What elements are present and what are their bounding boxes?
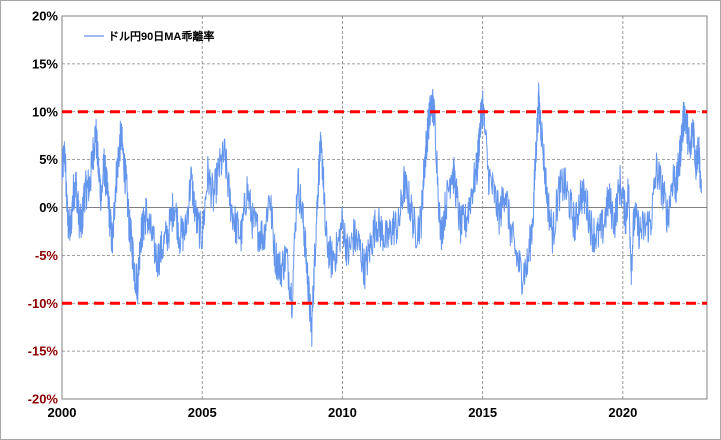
y-tick-label: 15% [32, 56, 58, 71]
y-tick-label: 20% [32, 9, 58, 24]
x-tick-label: 2020 [608, 405, 637, 420]
series-layer [61, 82, 702, 347]
legend: ドル円90日MA乖離率 [84, 29, 214, 43]
y-tick-label: 5% [39, 152, 58, 167]
x-tick-label: 2000 [48, 405, 77, 420]
x-tick-label: 2015 [468, 405, 497, 420]
y-tick-label: -5% [35, 248, 59, 263]
y-tick-label: -20% [28, 392, 59, 407]
y-tick-label: -10% [28, 296, 59, 311]
x-tick-label: 2005 [188, 405, 217, 420]
y-tick-label: -15% [28, 344, 59, 359]
reference-lines [62, 110, 707, 305]
y-tick-label: 0% [39, 200, 58, 215]
legend-label: ドル円90日MA乖離率 [108, 29, 214, 43]
x-tick-label: 2010 [328, 405, 357, 420]
y-tick-label: 10% [32, 104, 58, 119]
axis-layer: 20% 15% 10% 5% 0% -5% -10% -15% -20%2000 2005 2010… [28, 9, 638, 421]
series-line [61, 82, 702, 347]
